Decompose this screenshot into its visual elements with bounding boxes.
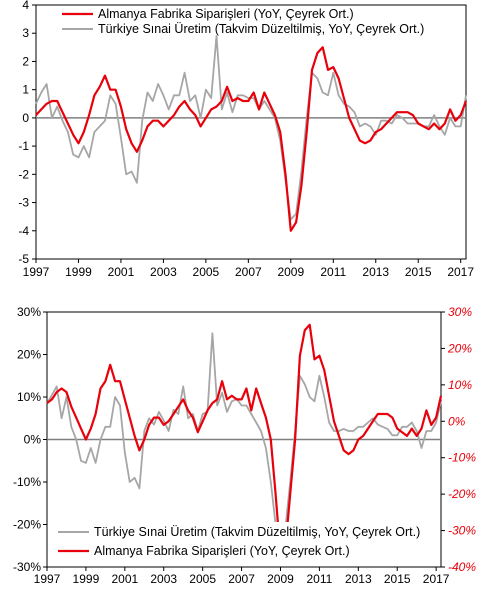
chart1-y-tick-label: 2 xyxy=(22,54,29,68)
chart1-x-tick-label: 2009 xyxy=(277,265,304,279)
chart1-y-tick-label: -4 xyxy=(18,224,29,238)
chart1-x-tick-label: 2013 xyxy=(362,265,389,279)
chart2-x-tick-label: 2003 xyxy=(150,572,177,586)
chart2-left-tick-label: 30% xyxy=(17,305,41,319)
chart2-legend-label: Türkiye Sınai Üretim (Takvim Düzeltilmiş… xyxy=(94,525,420,539)
chart2-left-tick-label: 10% xyxy=(17,390,41,404)
chart1-y-tick-label: -2 xyxy=(18,167,29,181)
chart2-x-tick-label: 2009 xyxy=(267,572,294,586)
chart1-y-tick-label: 1 xyxy=(22,83,29,97)
chart1-turkey-line xyxy=(35,35,467,221)
chart2-x-tick-label: 2001 xyxy=(111,572,138,586)
chart2-right-tick-label: -20% xyxy=(448,487,476,501)
chart2-germany-line xyxy=(46,323,443,558)
chart1-y-tick-label: 3 xyxy=(22,26,29,40)
chart1-x-tick-label: 2007 xyxy=(235,265,262,279)
chart1-x-tick-label: 1999 xyxy=(65,265,92,279)
chart2-right-tick-label: 20% xyxy=(447,341,472,355)
chart1-x-tick-label: 2015 xyxy=(405,265,432,279)
chart2-right-tick-label: -30% xyxy=(448,524,476,538)
chart2-left-tick-label: -30% xyxy=(13,560,41,574)
chart1-x-tick-label: 2017 xyxy=(447,265,474,279)
chart2-left-tick-label: -10% xyxy=(13,475,41,489)
chart1-y-tick-label: -5 xyxy=(18,252,29,266)
chart2-x-tick-label: 2011 xyxy=(306,572,332,586)
chart1-x-tick-label: 2001 xyxy=(108,265,135,279)
chart2-x-tick-label: 2013 xyxy=(345,572,372,586)
chart2-left-tick-label: 0% xyxy=(24,433,42,447)
chart2-left-tick-label: -20% xyxy=(13,518,41,532)
chart2-left-tick-label: 20% xyxy=(17,348,41,362)
chart2-legend-label: Almanya Fabrika Siparişleri (YoY, Çeyrek… xyxy=(94,544,350,558)
chart1-y-tick-label: 0 xyxy=(22,111,29,125)
chart2-right-tick-label: 10% xyxy=(448,378,472,392)
chart2-x-tick-label: 2007 xyxy=(228,572,255,586)
chart2-right-tick-label: 30% xyxy=(448,305,472,319)
chart2-right-tick-label: -40% xyxy=(448,560,476,574)
chart2-x-tick-label: 2017 xyxy=(423,572,450,586)
chart1-y-tick-label: -1 xyxy=(18,139,29,153)
chart1-legend-label: Almanya Fabrika Siparişleri (YoY, Çeyrek… xyxy=(98,7,354,21)
chart2-x-tick-label: 1999 xyxy=(73,572,100,586)
chart2-turkey-line xyxy=(46,332,442,545)
chart2-x-tick-label: 2015 xyxy=(384,572,411,586)
chart1-germany-line xyxy=(35,46,468,232)
chart1-legend-label: Türkiye Sınai Üretim (Takvim Düzeltilmiş… xyxy=(98,22,424,36)
chart1-x-tick-label: 2011 xyxy=(320,265,346,279)
chart1-y-tick-label: -3 xyxy=(18,196,29,210)
chart2-right-tick-label: -10% xyxy=(448,451,476,465)
chart2-x-tick-label: 1997 xyxy=(34,572,61,586)
chart1-x-tick-label: 2003 xyxy=(150,265,177,279)
chart2-right-tick-label: 0% xyxy=(448,414,466,428)
chart2-legend-box xyxy=(54,522,438,562)
chart1-x-tick-label: 1997 xyxy=(23,265,50,279)
chart1-y-tick-label: 4 xyxy=(22,0,29,12)
chart1-x-tick-label: 2005 xyxy=(193,265,220,279)
chart1-frame xyxy=(35,4,467,260)
chart2-x-tick-label: 2005 xyxy=(189,572,216,586)
